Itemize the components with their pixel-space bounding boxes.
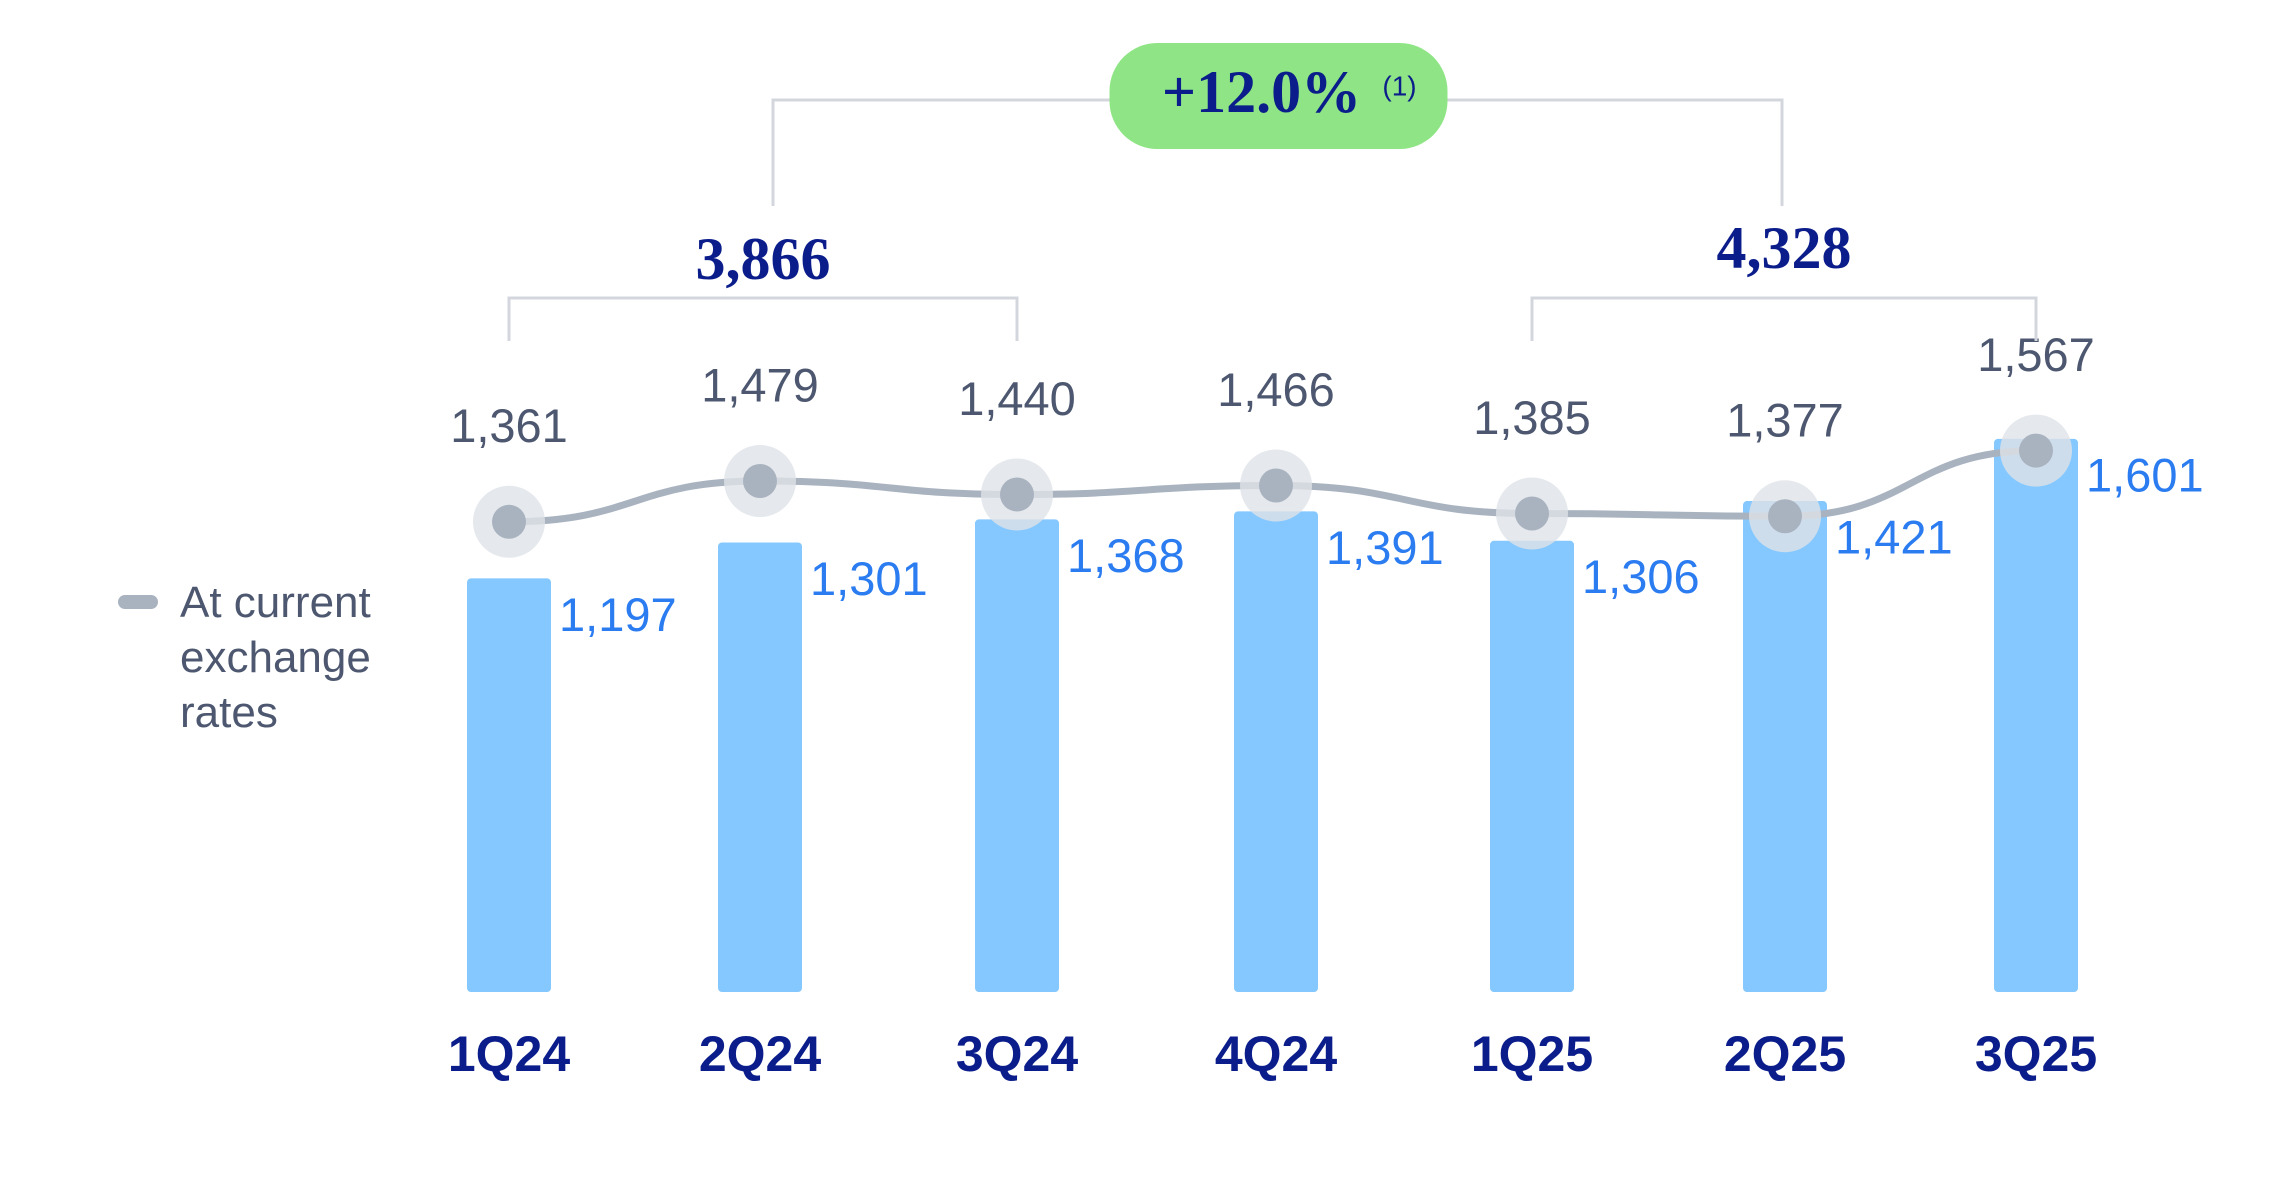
bar-value-label: 1,368 — [1067, 529, 1185, 582]
bar-value-label: 1,306 — [1582, 550, 1700, 603]
bar-value-label: 1,601 — [2086, 448, 2204, 501]
line-value-label: 1,361 — [450, 399, 568, 452]
bar-value-label: 1,301 — [810, 552, 928, 605]
x-tick-label: 3Q24 — [956, 1026, 1079, 1082]
growth-badge — [1109, 43, 1448, 149]
line-value-label: 1,466 — [1217, 363, 1335, 416]
legend-swatch — [118, 595, 158, 609]
bar — [1234, 511, 1318, 992]
line-value-label: 1,440 — [958, 372, 1076, 425]
point — [743, 464, 777, 499]
line-value-label: 1,385 — [1473, 391, 1591, 444]
annotation: 4,328 — [1717, 215, 1852, 281]
growth-note: (1) — [1382, 70, 1416, 101]
x-tick-label: 2Q24 — [699, 1026, 822, 1082]
point — [1768, 499, 1802, 534]
line-value-label: 1,377 — [1726, 394, 1844, 447]
x-tick-label: 3Q25 — [1975, 1026, 2097, 1082]
point — [1259, 468, 1293, 503]
bar — [975, 519, 1059, 992]
line-value-label: 1,479 — [701, 358, 819, 411]
x-tick-label: 2Q25 — [1724, 1026, 1846, 1082]
x-tick-label: 1Q25 — [1471, 1026, 1593, 1082]
bracket — [1530, 296, 2038, 341]
point — [492, 504, 526, 539]
bar — [1743, 501, 1827, 992]
bar — [1490, 540, 1574, 992]
bar — [718, 542, 802, 992]
legend: At current exchange rates — [118, 575, 410, 740]
bar-value-label: 1,391 — [1326, 521, 1444, 574]
point — [1515, 496, 1549, 531]
bar-value-label: 1,421 — [1835, 510, 1953, 563]
bar — [1994, 438, 2078, 992]
bar-value-label: 1,197 — [559, 588, 677, 641]
annotation: 3,866 — [696, 226, 831, 292]
legend-label: At current exchange rates — [180, 578, 371, 737]
x-tick-label: 4Q24 — [1215, 1026, 1338, 1082]
point — [2019, 433, 2053, 468]
growth-label: +12.0% — [1162, 59, 1361, 125]
x-tick-label: 1Q24 — [448, 1026, 571, 1082]
bar — [467, 578, 551, 992]
point — [1000, 477, 1034, 512]
bracket — [507, 296, 1019, 341]
